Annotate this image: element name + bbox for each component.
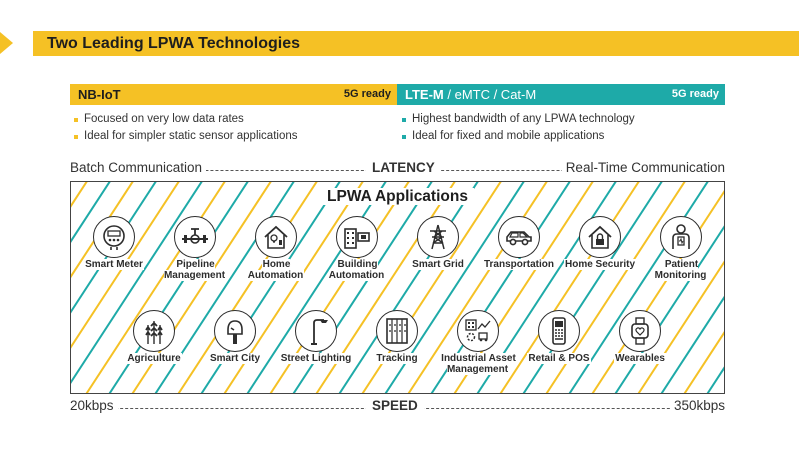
list-item: Highest bandwidth of any LPWA technology	[402, 111, 635, 128]
bullet-text: Ideal for fixed and mobile applications	[412, 130, 605, 142]
app-agriculture: Agriculture	[115, 310, 193, 365]
latency-right-label: Real-Time Communication	[561, 160, 725, 175]
parking-meter-icon	[214, 310, 256, 352]
building-automation-icon	[336, 216, 378, 258]
app-industrial-asset-management: Industrial Asset Management	[439, 310, 517, 375]
applications-title: LPWA Applications	[71, 188, 724, 206]
smart-meter-icon	[93, 216, 135, 258]
ltem-badge-text: 5G ready	[671, 88, 719, 100]
bullet-dot	[402, 134, 406, 139]
home-lock-icon	[579, 216, 621, 258]
pipeline-icon	[174, 216, 216, 258]
speed-center-label: SPEED	[366, 398, 424, 413]
ltem-name: LTE-M / eMTC / Cat-M	[405, 87, 536, 102]
bullet-dot	[74, 117, 78, 122]
app-label: Smart City	[208, 353, 261, 364]
latency-left-label: Batch Communication	[70, 160, 207, 175]
background-stripe	[177, 182, 318, 393]
car-icon	[498, 216, 540, 258]
ltem-5g-badge: 5G ready	[672, 88, 719, 100]
list-item: Ideal for simpler static sensor applicat…	[74, 128, 298, 145]
lpwa-applications-box: LPWA Applications Smart Meter Pipeline M…	[70, 181, 725, 394]
app-pipeline-management: Pipeline Management	[156, 216, 234, 281]
app-home-automation: Home Automation	[237, 216, 315, 281]
ltem-name-bold: LTE-M	[405, 87, 444, 102]
latency-center-label: LATENCY	[366, 160, 441, 175]
app-label: Home Security	[563, 259, 637, 270]
app-label: Transportation	[482, 259, 555, 270]
nbiot-header: NB-IoT 5G ready	[70, 84, 397, 105]
industrial-asset-icon	[457, 310, 499, 352]
nbiot-badge-text: 5G ready	[343, 88, 391, 100]
background-stripe	[591, 190, 724, 393]
app-smart-meter: Smart Meter	[75, 216, 153, 271]
app-label: Building Automation	[328, 259, 386, 281]
bullet-dot	[74, 134, 78, 139]
app-label: Pipeline Management	[163, 259, 227, 281]
title-arrow-decoration	[0, 32, 13, 54]
patient-icon	[660, 216, 702, 258]
tracking-icon	[376, 310, 418, 352]
background-stripe	[71, 182, 134, 279]
speed-left-label: 20kbps	[70, 398, 118, 413]
background-stripe	[71, 182, 111, 243]
list-item: Focused on very low data rates	[74, 111, 298, 128]
app-patient-monitoring: Patient Monitoring	[642, 216, 720, 281]
app-label: Smart Meter	[84, 259, 144, 270]
title-bar: Two Leading LPWA Technologies	[33, 31, 799, 56]
background-stripe	[660, 295, 724, 393]
app-smart-city: Smart City	[196, 310, 274, 365]
app-retail-pos: Retail & POS	[520, 310, 598, 365]
app-wearables: Wearables	[601, 310, 679, 365]
page-title: Two Leading LPWA Technologies	[47, 35, 301, 52]
speed-axis: 20kbps SPEED 350kbps	[70, 398, 725, 416]
smartwatch-icon	[619, 310, 661, 352]
nbiot-bullets: Focused on very low data rates Ideal for…	[74, 111, 298, 145]
background-stripe	[338, 182, 479, 393]
background-stripe	[85, 182, 226, 393]
power-tower-icon	[417, 216, 459, 258]
background-stripe	[683, 331, 724, 393]
app-transportation: Transportation	[480, 216, 558, 271]
app-smart-grid: Smart Grid	[399, 216, 477, 271]
app-building-automation: Building Automation	[318, 216, 396, 281]
ltem-header: LTE-M / eMTC / Cat-M 5G ready	[397, 84, 725, 105]
app-label: Patient Monitoring	[654, 259, 708, 281]
home-automation-icon	[255, 216, 297, 258]
app-label: Agriculture	[126, 353, 182, 364]
ltem-name-rest: / eMTC / Cat-M	[443, 87, 537, 102]
app-label: Industrial Asset Management	[440, 353, 516, 375]
background-stripe	[246, 182, 387, 393]
latency-axis: Batch Communication LATENCY Real-Time Co…	[70, 160, 725, 178]
speed-right-label: 350kbps	[669, 398, 725, 413]
pos-terminal-icon	[538, 310, 580, 352]
street-light-icon	[295, 310, 337, 352]
background-stripe	[499, 182, 640, 393]
bullet-dot	[402, 117, 406, 122]
background-stripe	[71, 182, 180, 349]
nbiot-5g-badge: 5G ready	[344, 88, 391, 100]
app-label: Home Automation	[247, 259, 305, 281]
background-stripe	[71, 182, 203, 384]
background-stripe	[71, 182, 157, 314]
bullet-text: Highest bandwidth of any LPWA technology	[412, 113, 635, 125]
app-home-security: Home Security	[561, 216, 639, 271]
wheat-icon	[133, 310, 175, 352]
app-tracking: Tracking	[358, 310, 436, 365]
app-label: Retail & POS	[527, 353, 591, 364]
background-stripe	[407, 182, 548, 393]
ltem-bullets: Highest bandwidth of any LPWA technology…	[402, 111, 635, 145]
nbiot-name: NB-IoT	[78, 87, 121, 102]
bullet-text: Ideal for simpler static sensor applicat…	[84, 130, 298, 142]
app-label: Wearables	[614, 353, 666, 364]
bullet-text: Focused on very low data rates	[84, 113, 244, 125]
app-label: Tracking	[375, 353, 419, 364]
app-label: Smart Grid	[411, 259, 465, 270]
list-item: Ideal for fixed and mobile applications	[402, 128, 635, 145]
app-street-lighting: Street Lighting	[277, 310, 355, 365]
applications-title-text: LPWA Applications	[321, 188, 474, 205]
app-label: Street Lighting	[279, 353, 353, 364]
